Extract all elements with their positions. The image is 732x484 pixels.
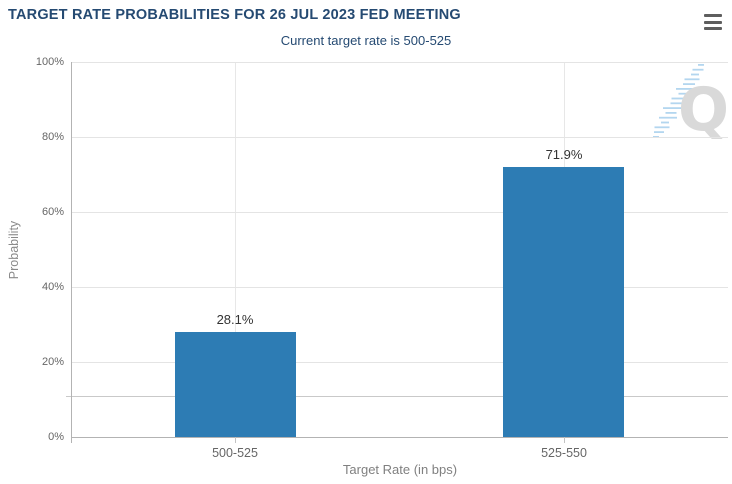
menu-bar	[704, 14, 722, 17]
y-tick-label: 0%	[48, 431, 64, 443]
menu-bar	[704, 27, 722, 30]
hamburger-menu-icon[interactable]	[704, 14, 723, 30]
x-category-label: 525-550	[541, 446, 587, 460]
y-gridline	[71, 287, 728, 288]
x-tick-mark	[564, 437, 565, 443]
quikstrike-watermark-logo: Q	[653, 64, 729, 145]
y-tick-label: 60%	[41, 206, 64, 218]
y-axis-title: Probability	[7, 220, 21, 280]
y-gridline	[71, 212, 728, 213]
watermark-dashes	[653, 64, 704, 138]
y-axis-line	[71, 62, 72, 443]
extra-gridline	[71, 396, 728, 397]
x-category-label: 500-525	[212, 446, 258, 460]
chart-title: TARGET RATE PROBABILITIES FOR 26 JUL 202…	[8, 7, 461, 23]
menu-bar	[704, 20, 722, 24]
chart-subtitle: Current target rate is 500-525	[280, 33, 452, 48]
bar-data-label: 28.1%	[216, 312, 254, 327]
probability-bar[interactable]	[175, 332, 296, 437]
y-tick-label: 40%	[41, 281, 64, 293]
y-gridline	[71, 137, 728, 138]
y-tick-label: 100%	[35, 56, 64, 68]
y-tick-label: 80%	[41, 131, 64, 143]
y-tick-mark	[66, 396, 71, 397]
bar-data-label: 71.9%	[545, 147, 583, 162]
y-tick-label: 20%	[41, 356, 64, 368]
probability-bar[interactable]	[503, 167, 624, 437]
y-gridline	[71, 362, 728, 363]
x-tick-mark	[235, 437, 236, 443]
x-gridline	[235, 62, 237, 437]
watermark-q-letter: Q	[678, 75, 729, 145]
x-axis-line	[71, 437, 728, 438]
y-gridline	[71, 62, 728, 63]
x-axis-title: Target Rate (in bps)	[342, 462, 458, 477]
